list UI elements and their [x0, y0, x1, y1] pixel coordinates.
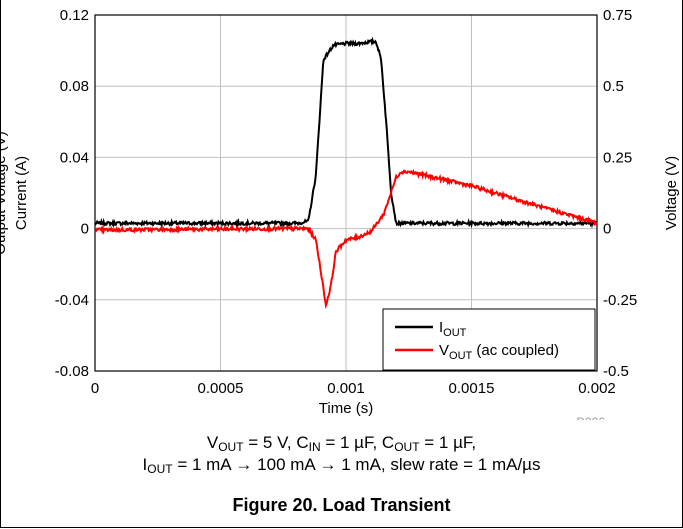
y-right-tick-label: -0.5: [603, 363, 629, 380]
test-conditions: VOUT = 5 V, CIN = 1 µF, COUT = 1 µF, IOU…: [0, 432, 683, 476]
series-line-vout: [94, 168, 598, 310]
y-right-axis-label: Voltage (V): [663, 156, 680, 230]
subscript: OUT: [394, 440, 420, 454]
y-left-tick-label: 0.04: [60, 149, 89, 166]
subscript: OUT: [147, 462, 173, 476]
y-right-tick-label: 0.75: [603, 7, 632, 24]
chart: 0 0.0005 0.001 0.0015 0.0020.120.080.040-0.0…: [0, 7, 680, 420]
y-right-tick-label: 0.5: [603, 78, 624, 95]
x-tick-label: 0: [91, 380, 99, 397]
y-left-tick-label: -0.08: [55, 363, 89, 380]
y-right-tick-label: 0: [603, 221, 611, 238]
y-left-tick-label: -0.04: [55, 292, 89, 309]
subscript: OUT: [218, 440, 244, 454]
x-axis-label: Time (s): [319, 400, 373, 417]
plot-area-border: [94, 14, 598, 372]
x-tick-label: 0.0005: [198, 380, 244, 397]
conditions-line-2: IOUT = 1 mA → 100 mA → 1 mA, slew rate =…: [142, 455, 541, 476]
x-tick-label: 0.001: [327, 380, 365, 397]
y-left-axis-label-cut: Output Voltage (V): [0, 131, 9, 254]
series-line-iout: [94, 36, 598, 229]
x-tick-label: 0.002: [578, 380, 616, 397]
legend-entry: VOUT (ac coupled): [439, 342, 559, 362]
y-left-axis-label: Current (A): [13, 156, 30, 230]
y-right-tick-label: -0.25: [603, 292, 637, 309]
y-right-tick-label: 0.25: [603, 149, 632, 166]
y-left-tick-label: 0.12: [60, 7, 89, 24]
figure-title: Figure 20. Load Transient: [232, 495, 451, 515]
legend-box: [382, 308, 596, 371]
conditions-line-1: VOUT = 5 V, CIN = 1 µF, COUT = 1 µF,: [206, 433, 477, 454]
x-tick-label: 0.0015: [449, 380, 495, 397]
y-left-tick-label: 0: [81, 221, 89, 238]
y-left-tick-label: 0.08: [60, 78, 89, 95]
watermark-code: D006: [576, 415, 605, 420]
legend-entry: IOUT: [439, 319, 467, 339]
subscript: IN: [308, 440, 321, 454]
